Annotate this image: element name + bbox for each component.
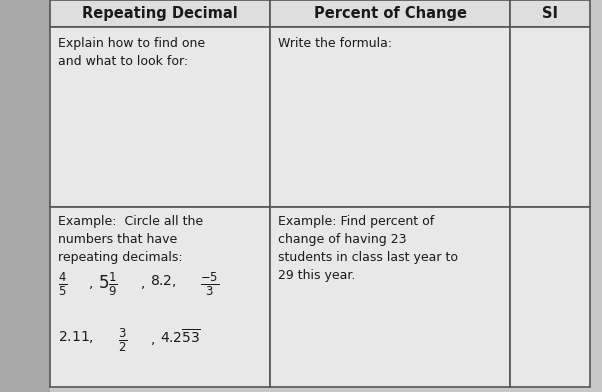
Text: SI: SI <box>542 6 558 21</box>
Text: $\frac{-5}{3}$: $\frac{-5}{3}$ <box>200 270 219 298</box>
Text: $5\frac{1}{9}$: $5\frac{1}{9}$ <box>98 270 118 298</box>
Bar <box>510 0 590 27</box>
Text: Example: Find percent of
change of having 23
students in class last year to
29 t: Example: Find percent of change of havin… <box>278 215 458 282</box>
Text: $8.2,$: $8.2,$ <box>150 273 176 289</box>
Bar <box>0 0 50 392</box>
Bar <box>50 207 270 387</box>
Bar <box>270 27 510 207</box>
Text: Example:  Circle all the
numbers that have
repeating decimals:: Example: Circle all the numbers that hav… <box>58 215 203 264</box>
Text: $4.2\overline{53}$: $4.2\overline{53}$ <box>160 328 201 346</box>
Bar <box>270 0 510 27</box>
Bar <box>510 27 590 207</box>
Text: $,$: $,$ <box>140 277 145 291</box>
Text: $\frac{4}{5}$: $\frac{4}{5}$ <box>58 270 67 298</box>
Bar <box>510 207 590 387</box>
Text: $\frac{3}{2}$: $\frac{3}{2}$ <box>118 326 128 354</box>
Text: Write the formula:: Write the formula: <box>278 37 392 50</box>
Text: Repeating Decimal: Repeating Decimal <box>82 6 238 21</box>
Bar <box>270 207 510 387</box>
Bar <box>50 27 270 207</box>
Text: $2.11,$: $2.11,$ <box>58 329 94 345</box>
Text: $,$: $,$ <box>88 277 93 291</box>
Text: Percent of Change: Percent of Change <box>314 6 467 21</box>
Text: $,$: $,$ <box>150 333 155 347</box>
Text: Explain how to find one
and what to look for:: Explain how to find one and what to look… <box>58 37 205 68</box>
Bar <box>50 0 270 27</box>
